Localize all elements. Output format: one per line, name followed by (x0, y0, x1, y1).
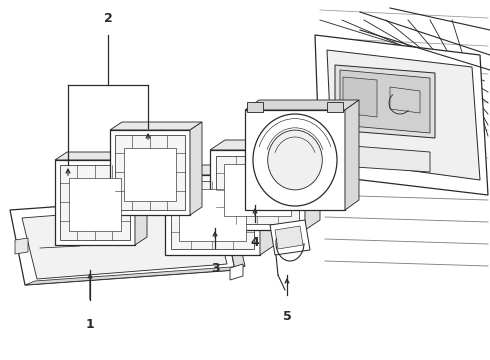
Text: 5: 5 (283, 310, 292, 323)
Polygon shape (247, 102, 263, 112)
Polygon shape (165, 165, 275, 175)
Polygon shape (22, 203, 227, 279)
Polygon shape (171, 181, 254, 249)
Polygon shape (335, 65, 435, 138)
Text: 2: 2 (103, 12, 112, 25)
Polygon shape (135, 152, 147, 245)
Polygon shape (345, 100, 359, 210)
Polygon shape (340, 70, 430, 133)
Polygon shape (305, 140, 320, 230)
Polygon shape (165, 175, 260, 255)
Polygon shape (390, 87, 420, 113)
Polygon shape (55, 160, 135, 245)
Text: 4: 4 (250, 236, 259, 249)
Polygon shape (179, 189, 246, 241)
Polygon shape (220, 195, 245, 270)
Polygon shape (60, 165, 130, 240)
Polygon shape (327, 50, 480, 180)
Text: 3: 3 (211, 262, 220, 275)
Polygon shape (55, 152, 147, 160)
Ellipse shape (253, 114, 337, 206)
Polygon shape (245, 110, 345, 210)
Polygon shape (115, 135, 185, 210)
Polygon shape (245, 100, 359, 110)
Polygon shape (124, 148, 176, 201)
Polygon shape (216, 156, 299, 224)
Polygon shape (270, 220, 310, 255)
Polygon shape (327, 102, 343, 112)
Polygon shape (224, 164, 291, 216)
Ellipse shape (268, 130, 322, 190)
Polygon shape (110, 130, 190, 215)
Polygon shape (110, 122, 202, 130)
Polygon shape (190, 122, 202, 215)
Polygon shape (340, 145, 430, 172)
Polygon shape (260, 165, 275, 255)
Polygon shape (69, 178, 121, 231)
Polygon shape (210, 150, 305, 230)
Polygon shape (210, 140, 320, 150)
Polygon shape (343, 77, 377, 117)
Polygon shape (230, 264, 243, 280)
Text: 1: 1 (86, 318, 95, 331)
Polygon shape (10, 195, 235, 285)
Polygon shape (275, 226, 303, 249)
Polygon shape (315, 35, 488, 195)
Polygon shape (25, 266, 245, 285)
Polygon shape (15, 238, 28, 254)
